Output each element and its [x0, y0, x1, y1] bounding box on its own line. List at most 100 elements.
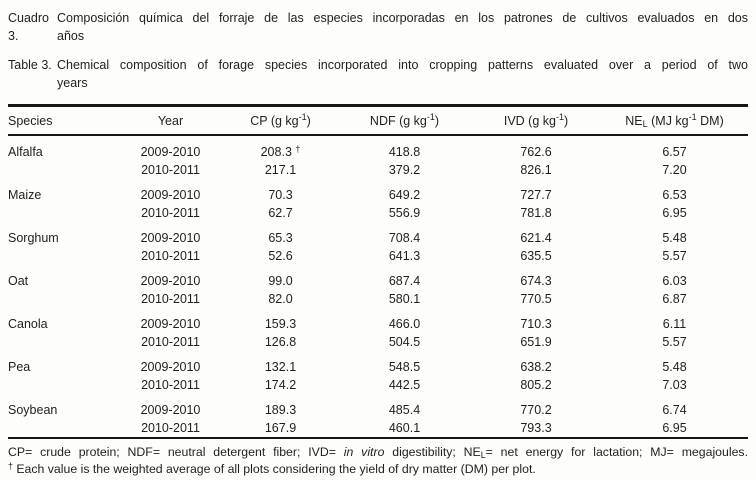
cell-ndf: 641.3	[388, 249, 421, 263]
cell-ivd: 638.2	[520, 360, 552, 374]
cell-year: 2009-2010	[140, 360, 201, 374]
cell-ndf: 649.2	[388, 188, 421, 202]
cell-ivd: 635.5	[520, 249, 552, 263]
cell-nel: 6.74	[662, 403, 687, 417]
cell-year: 2010-2011	[141, 163, 200, 177]
cell-year: 2009-2010	[140, 188, 201, 202]
cell-ivd: 781.8	[520, 206, 552, 220]
species-group: Maize 2009-2010 70.3 649.2 727.7 6.53 2010-201…	[8, 179, 748, 222]
caption-spanish-line-2: años	[57, 29, 85, 43]
footnotes: CP= crude protein; NDF= neutral detergen…	[8, 444, 748, 478]
cell-cp: 159.3	[264, 317, 297, 331]
cell-ndf: 556.9	[388, 206, 421, 220]
cell-year: 2009-2010	[140, 231, 201, 245]
cell-ivd: 674.3	[520, 274, 552, 288]
cell-species: Sorghum	[8, 231, 59, 245]
cell-year: 2010-2011	[141, 292, 200, 306]
cell-ivd: 770.2	[520, 403, 552, 417]
cell-ndf: 687.4	[388, 274, 421, 288]
cell-ivd: 770.5	[520, 292, 552, 306]
table-row: 2010-2011 167.9 460.1 793.3 6.95	[8, 419, 748, 438]
cell-species	[8, 290, 118, 308]
cell-ivd: 762.6	[520, 145, 552, 159]
cell-cp: 99.0	[268, 274, 293, 288]
cell-year: 2009-2010	[140, 274, 201, 288]
cell-species: Pea	[8, 360, 31, 374]
cell-ivd: 710.3	[520, 317, 552, 331]
cell-ndf: 708.4	[388, 231, 421, 245]
caption-spanish-text: Composición química del forraje de las e…	[57, 9, 748, 45]
species-group: Oat 2009-2010 99.0 687.4 674.3 6.03 2010-2011 8…	[8, 265, 748, 308]
cell-year: 2010-2011	[141, 378, 200, 392]
caption-english-line-2: years	[57, 76, 88, 90]
cell-cp: 62.7	[268, 206, 293, 220]
table-row: Pea 2009-2010 132.1 548.5 638.2 5.48	[8, 351, 748, 376]
header-year: Year	[118, 105, 223, 136]
footnote-abbreviations: CP= crude protein; NDF= neutral detergen…	[8, 445, 748, 461]
table-row: 2010-2011 126.8 504.5 651.9 5.57	[8, 333, 748, 351]
caption-english-line-1: Chemical composition of forage species i…	[57, 58, 748, 72]
cell-nel: 5.57	[662, 335, 687, 349]
cell-nel: 5.48	[662, 360, 687, 374]
species-group: Soybean 2009-2010 189.3 485.4 770.2 6.74 2010-…	[8, 394, 748, 438]
cell-species	[8, 333, 118, 351]
cell-ivd: 727.7	[520, 188, 552, 202]
cell-ndf: 442.5	[388, 378, 421, 392]
header-ndf: NDF (g kg-1)	[338, 105, 471, 136]
cell-nel: 5.57	[662, 249, 687, 263]
cell-species: Oat	[8, 274, 29, 288]
cell-species: Alfalfa	[8, 145, 43, 159]
cell-year: 2010-2011	[141, 249, 200, 263]
caption-spanish-label: Cuadro 3.	[8, 11, 49, 43]
cell-species	[8, 376, 118, 394]
cell-nel: 6.87	[662, 292, 687, 306]
cell-ndf: 418.8	[388, 145, 421, 159]
cell-species	[8, 161, 118, 179]
cell-ndf: 466.0	[388, 317, 421, 331]
table-row: 2010-2011 217.1 379.2 826.1 7.20	[8, 161, 748, 179]
table-row: Canola 2009-2010 159.3 466.0 710.3 6.11	[8, 308, 748, 333]
cell-nel: 7.20	[662, 163, 687, 177]
cell-cp: 65.3	[268, 231, 293, 245]
cell-ivd: 826.1	[520, 163, 552, 177]
cell-year: 2009-2010	[140, 403, 201, 417]
cell-ndf: 379.2	[388, 163, 421, 177]
cell-cp: 70.3	[268, 188, 293, 202]
cell-ndf: 504.5	[388, 335, 421, 349]
table-row: Alfalfa 2009-2010 208.3 † 418.8 762.6 6.57	[8, 135, 748, 161]
cell-ivd: 793.3	[520, 421, 552, 435]
table-row: Sorghum 2009-2010 65.3 708.4 621.4 5.48	[8, 222, 748, 247]
cell-cp: 126.8	[264, 335, 297, 349]
table-row: Oat 2009-2010 99.0 687.4 674.3 6.03	[8, 265, 748, 290]
species-group: Pea 2009-2010 132.1 548.5 638.2 5.48 2010-2011…	[8, 351, 748, 394]
header-cp: CP (g kg-1)	[223, 105, 338, 136]
species-group: Canola 2009-2010 159.3 466.0 710.3 6.11 2010-2…	[8, 308, 748, 351]
cell-ndf: 580.1	[388, 292, 421, 306]
table-row: 2010-2011 52.6 641.3 635.5 5.57	[8, 247, 748, 265]
cell-species: Canola	[8, 317, 48, 331]
caption-spanish: Cuadro 3. Composición química del forraj…	[8, 9, 748, 45]
caption-spanish-line-1: Composición química del forraje de las e…	[57, 11, 748, 25]
cell-year: 2009-2010	[140, 145, 201, 159]
cell-nel: 6.57	[662, 145, 687, 159]
cell-ndf: 460.1	[388, 421, 421, 435]
cell-species: Maize	[8, 188, 42, 202]
cell-cp: 82.0	[268, 292, 293, 306]
cell-year: 2010-2011	[141, 335, 200, 349]
table-row: 2010-2011 82.0 580.1 770.5 6.87	[8, 290, 748, 308]
cell-nel: 6.95	[662, 206, 687, 220]
cell-cp: 167.9	[264, 421, 297, 435]
forage-table: Species Year CP (g kg-1) NDF (g kg-1) IV…	[8, 104, 748, 439]
cell-year: 2009-2010	[140, 317, 201, 331]
cell-cp: 52.6	[268, 249, 293, 263]
cell-nel: 6.11	[662, 317, 687, 331]
caption-english: Table 3. Chemical composition of forage …	[8, 56, 748, 92]
cell-year: 2010-2011	[141, 206, 200, 220]
species-group: Sorghum 2009-2010 65.3 708.4 621.4 5.48 2010-2…	[8, 222, 748, 265]
cell-nel: 5.48	[662, 231, 687, 245]
table-header: Species Year CP (g kg-1) NDF (g kg-1) IV…	[8, 105, 748, 136]
cell-cp: 217.1	[264, 163, 297, 177]
cell-species	[8, 247, 118, 265]
table-row: Maize 2009-2010 70.3 649.2 727.7 6.53	[8, 179, 748, 204]
